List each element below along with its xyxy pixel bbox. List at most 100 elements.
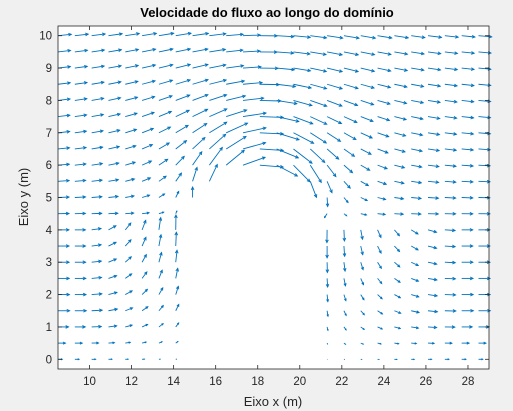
quiver-arrow bbox=[141, 194, 151, 198]
quiver-arrow bbox=[158, 251, 163, 263]
quiver-arrow bbox=[158, 47, 174, 53]
quiver-arrow bbox=[478, 34, 493, 39]
quiver-arrow bbox=[427, 164, 440, 168]
quiver-arrow bbox=[174, 231, 179, 247]
quiver-arrow bbox=[444, 51, 459, 55]
quiver-arrow bbox=[343, 148, 356, 157]
quiver-arrow bbox=[427, 51, 442, 56]
quiver-arrow bbox=[427, 99, 442, 104]
quiver-arrow bbox=[326, 342, 329, 345]
quiver-arrow bbox=[410, 245, 419, 251]
quiver-arrow bbox=[174, 249, 179, 263]
x-tick-label: 14 bbox=[167, 376, 180, 388]
y-tick-label: 4 bbox=[46, 225, 53, 237]
quiver-arrow bbox=[427, 148, 441, 153]
quiver-arrow bbox=[394, 67, 409, 72]
quiver-arrow bbox=[125, 161, 137, 166]
quiver-arrow bbox=[444, 83, 459, 88]
quiver-arrow bbox=[377, 99, 391, 105]
quiver-arrow bbox=[427, 83, 442, 88]
quiver-arrow bbox=[74, 358, 81, 361]
quiver-arrow bbox=[310, 132, 328, 144]
quiver-arrow bbox=[377, 261, 382, 270]
quiver-arrow bbox=[411, 132, 424, 137]
quiver-arrow bbox=[276, 83, 297, 89]
quiver-arrow bbox=[209, 93, 228, 101]
quiver-arrow bbox=[394, 35, 410, 40]
quiver-arrow bbox=[444, 325, 456, 329]
quiver-arrow bbox=[377, 197, 387, 201]
quiver-arrow bbox=[444, 228, 457, 233]
quiver-arrow bbox=[427, 132, 441, 136]
quiver-arrow bbox=[141, 323, 149, 328]
quiver-arrow bbox=[461, 99, 475, 104]
quiver-arrow bbox=[74, 113, 88, 118]
quiver-arrow bbox=[326, 116, 343, 125]
x-tick-label: 26 bbox=[420, 376, 433, 388]
quiver-arrow bbox=[108, 324, 118, 328]
quiver-arrow bbox=[209, 78, 228, 85]
quiver-arrow bbox=[226, 32, 245, 37]
quiver-arrow bbox=[141, 288, 149, 295]
quiver-arrow bbox=[411, 35, 426, 39]
quiver-arrow bbox=[342, 262, 347, 273]
quiver-arrow bbox=[158, 175, 167, 182]
quiver-arrow bbox=[444, 164, 458, 168]
quiver-arrow bbox=[461, 83, 475, 88]
quiver-arrow bbox=[242, 126, 267, 134]
quiver-arrow bbox=[276, 51, 295, 55]
quiver-arrow bbox=[293, 116, 314, 125]
quiver-arrow bbox=[377, 278, 383, 285]
quiver-arrow bbox=[141, 111, 156, 118]
quiver-arrow bbox=[108, 194, 120, 199]
y-tick-label: 0 bbox=[46, 354, 52, 366]
quiver-arrow bbox=[478, 244, 491, 248]
quiver-arrow bbox=[226, 48, 244, 53]
quiver-arrow bbox=[74, 260, 87, 265]
quiver-arrow bbox=[158, 158, 169, 166]
quiver-arrow bbox=[158, 211, 165, 215]
quiver-arrow bbox=[192, 136, 206, 150]
quiver-arrow bbox=[225, 149, 246, 166]
quiver-arrow bbox=[242, 49, 262, 53]
quiver-arrow bbox=[360, 116, 374, 123]
x-tick-label: 12 bbox=[125, 376, 138, 388]
y-tick-label: 9 bbox=[46, 63, 52, 75]
quiver-arrow bbox=[377, 116, 391, 122]
quiver-arrow bbox=[57, 178, 71, 183]
quiver-arrow bbox=[478, 211, 491, 216]
quiver-arrow bbox=[428, 358, 433, 361]
quiver-arrow bbox=[141, 219, 147, 231]
quiver-arrow bbox=[108, 129, 121, 134]
quiver-arrow bbox=[108, 241, 117, 247]
quiver-arrow bbox=[175, 285, 180, 295]
quiver-arrow bbox=[360, 229, 364, 241]
quiver-arrow bbox=[427, 325, 438, 330]
quiver-arrow bbox=[377, 342, 382, 345]
quiver-arrow bbox=[377, 310, 384, 315]
quiver-arrow bbox=[360, 132, 374, 139]
quiver-arrow bbox=[91, 32, 107, 37]
quiver-arrow bbox=[310, 51, 328, 56]
quiver-arrow bbox=[57, 113, 71, 118]
quiver-arrow bbox=[411, 196, 423, 200]
quiver-arrow bbox=[141, 341, 148, 344]
quiver-arrow bbox=[141, 271, 148, 279]
quiver-arrow bbox=[343, 83, 359, 90]
quiver-arrow bbox=[74, 97, 88, 101]
quiver-arrow bbox=[141, 79, 157, 85]
quiver-arrow bbox=[158, 193, 166, 198]
quiver-arrow bbox=[158, 304, 164, 312]
y-tick-label: 8 bbox=[46, 95, 52, 107]
quiver-arrow bbox=[108, 64, 123, 69]
quiver-arrow bbox=[91, 324, 103, 329]
quiver-arrow bbox=[478, 147, 492, 152]
quiver-arrow bbox=[74, 32, 90, 37]
quiver-arrow bbox=[108, 274, 118, 279]
quiver-arrow bbox=[293, 35, 312, 39]
quiver-arrow bbox=[242, 96, 265, 101]
quiver-arrow bbox=[394, 261, 401, 268]
quiver-arrow bbox=[427, 309, 439, 314]
quiver-arrow bbox=[461, 308, 475, 313]
